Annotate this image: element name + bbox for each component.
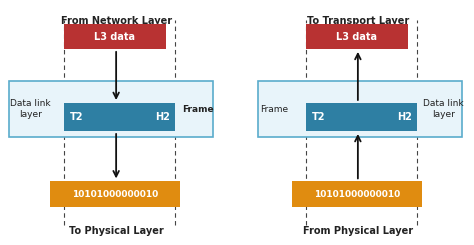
FancyBboxPatch shape	[306, 24, 408, 49]
FancyBboxPatch shape	[332, 103, 391, 131]
FancyBboxPatch shape	[50, 181, 180, 207]
FancyBboxPatch shape	[292, 181, 422, 207]
FancyBboxPatch shape	[149, 103, 175, 131]
FancyBboxPatch shape	[391, 103, 417, 131]
FancyBboxPatch shape	[64, 103, 90, 131]
FancyBboxPatch shape	[90, 103, 149, 131]
Text: Data link
layer: Data link layer	[10, 99, 51, 119]
Text: Data link
layer: Data link layer	[423, 99, 464, 119]
Text: From Network Layer: From Network Layer	[61, 16, 172, 26]
FancyBboxPatch shape	[9, 81, 213, 137]
Text: L3 data: L3 data	[94, 32, 136, 42]
Text: To Physical Layer: To Physical Layer	[69, 226, 164, 236]
Text: T2: T2	[312, 112, 326, 122]
Text: Frame: Frame	[182, 105, 214, 113]
Text: 10101000000010: 10101000000010	[314, 190, 400, 199]
Text: L3 data: L3 data	[336, 32, 377, 42]
Text: T2: T2	[70, 112, 84, 122]
FancyBboxPatch shape	[258, 81, 462, 137]
FancyBboxPatch shape	[64, 24, 166, 49]
Text: From Physical Layer: From Physical Layer	[303, 226, 413, 236]
FancyBboxPatch shape	[306, 103, 332, 131]
Text: 10101000000010: 10101000000010	[72, 190, 158, 199]
Text: H2: H2	[155, 112, 170, 122]
Text: Frame: Frame	[260, 105, 288, 113]
Text: H2: H2	[397, 112, 411, 122]
Text: To Transport Layer: To Transport Layer	[307, 16, 409, 26]
